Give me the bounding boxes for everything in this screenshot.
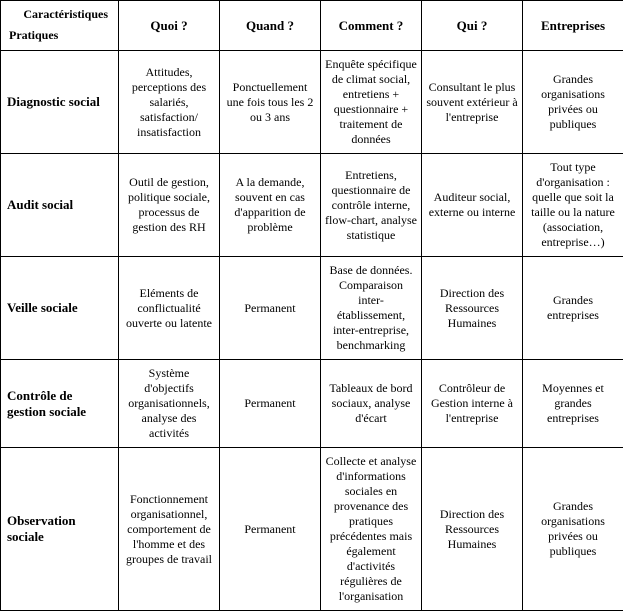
cell: Grandes organisations privées ou publiqu… <box>523 448 623 611</box>
cell: Attitudes, perceptions des salariés, sat… <box>119 51 220 154</box>
table-body: Diagnostic social Attitudes, perceptions… <box>1 51 623 611</box>
practices-table: Caractéristiques Pratiques Quoi ? Quand … <box>0 0 623 611</box>
cell: Permanent <box>220 448 321 611</box>
corner-top-text: Caractéristiques <box>7 7 108 22</box>
col-header-quand: Quand ? <box>220 1 321 51</box>
row-label-observation-sociale: Observation sociale <box>1 448 119 611</box>
col-header-quoi: Quoi ? <box>119 1 220 51</box>
cell: A la demande, souvent en cas d'apparitio… <box>220 154 321 257</box>
cell: Système d'objectifs organisationnels, an… <box>119 360 220 448</box>
col-header-qui: Qui ? <box>422 1 523 51</box>
header-row: Caractéristiques Pratiques Quoi ? Quand … <box>1 1 623 51</box>
cell: Direction des Ressources Humaines <box>422 257 523 360</box>
cell: Tableaux de bord sociaux, analyse d'écar… <box>321 360 422 448</box>
col-header-entreprises: Entreprises <box>523 1 623 51</box>
row-label-veille-sociale: Veille sociale <box>1 257 119 360</box>
cell: Base de données. Comparaison inter-établ… <box>321 257 422 360</box>
cell: Fonctionnement organisationnel, comporte… <box>119 448 220 611</box>
cell: Collecte et analyse d'informations socia… <box>321 448 422 611</box>
cell: Entretiens, questionnaire de contrôle in… <box>321 154 422 257</box>
cell: Tout type d'organisation : quelle que so… <box>523 154 623 257</box>
cell: Permanent <box>220 360 321 448</box>
cell: Consultant le plus souvent extérieur à l… <box>422 51 523 154</box>
corner-bottom-text: Pratiques <box>9 28 112 43</box>
cell: Moyennes et grandes entreprises <box>523 360 623 448</box>
cell: Direction des Ressources Humaines <box>422 448 523 611</box>
corner-header: Caractéristiques Pratiques <box>1 1 119 51</box>
cell: Ponctuellement une fois tous les 2 ou 3 … <box>220 51 321 154</box>
cell: Outil de gestion, politique sociale, pro… <box>119 154 220 257</box>
cell: Permanent <box>220 257 321 360</box>
cell: Grandes entreprises <box>523 257 623 360</box>
col-header-comment: Comment ? <box>321 1 422 51</box>
table-row: Diagnostic social Attitudes, perceptions… <box>1 51 623 154</box>
row-label-audit-social: Audit social <box>1 154 119 257</box>
cell: Enquête spécifique de climat social, ent… <box>321 51 422 154</box>
cell: Auditeur social, externe ou interne <box>422 154 523 257</box>
table-row: Veille sociale Eléments de conflictualit… <box>1 257 623 360</box>
row-label-diagnostic-social: Diagnostic social <box>1 51 119 154</box>
row-label-controle-gestion-sociale: Contrôle de gestion sociale <box>1 360 119 448</box>
table-row: Contrôle de gestion sociale Système d'ob… <box>1 360 623 448</box>
cell: Eléments de conflictualité ouverte ou la… <box>119 257 220 360</box>
table-row: Audit social Outil de gestion, politique… <box>1 154 623 257</box>
cell: Grandes organisations privées ou publiqu… <box>523 51 623 154</box>
cell: Contrôleur de Gestion interne à l'entrep… <box>422 360 523 448</box>
table-row: Observation sociale Fonctionnement organ… <box>1 448 623 611</box>
